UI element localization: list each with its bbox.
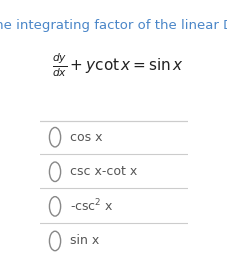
Text: cos x: cos x	[69, 131, 102, 144]
Text: csc x-cot x: csc x-cot x	[69, 165, 136, 178]
Text: The integrating factor of the linear DE: The integrating factor of the linear DE	[0, 19, 227, 32]
Text: sin x: sin x	[69, 234, 99, 247]
Text: $\frac{dy}{dx} + y\cot x = \sin x$: $\frac{dy}{dx} + y\cot x = \sin x$	[52, 52, 183, 79]
Text: -csc$^2$ x: -csc$^2$ x	[69, 198, 113, 215]
